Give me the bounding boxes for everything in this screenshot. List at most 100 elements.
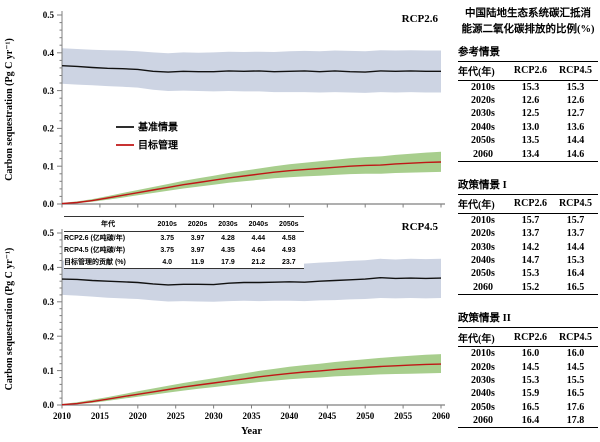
y-axis-label: Carbon sequestration (Pg C yr⁻¹) (4, 38, 15, 181)
y-tick-label: 0.5 (43, 10, 55, 20)
x-tick-label: 2010 (53, 411, 72, 421)
right-panel-title-line2: 能源二氧化碳排放的比例(%) (461, 23, 595, 35)
cell: 4.93 (281, 246, 296, 254)
table-row: 2050s 16.5 17.6 (458, 401, 598, 414)
y-tick-label: 0.5 (43, 228, 55, 238)
cell: 15.3 (521, 81, 540, 93)
y-tick-label: 0.1 (43, 366, 55, 376)
cell: 16.5 (521, 401, 540, 413)
cell: 14.5 (566, 361, 585, 373)
inset-scenario-table: 年代 2010s 2020s 2030s 2040s 2050s RCP2.6 (亿吨碳/年… (64, 216, 304, 269)
cell: 21.2 (243, 256, 274, 269)
cell: 2030s (471, 374, 495, 386)
cell: 14.4 (566, 135, 585, 147)
cell: 13.5 (521, 135, 540, 147)
cell: 2010s (471, 348, 495, 360)
table-row: 目标管理的贡献 (%) 4.0 11.9 17.9 21.2 23.7 (64, 256, 304, 269)
table-row: 2060 16.4 17.8 (458, 413, 598, 429)
column-header: 年代(年) (458, 327, 508, 347)
table-row: 2010s 15.3 15.3 (458, 80, 598, 94)
band-target (62, 354, 441, 405)
column-header: 2030s (212, 216, 244, 232)
cell: 14.4 (566, 241, 585, 253)
table-row: 2030s 14.2 14.4 (458, 241, 598, 254)
cell: 11.9 (182, 256, 213, 269)
column-header: 年代(年) (458, 60, 508, 81)
x-tick-label: 2025 (167, 411, 186, 421)
x-axis-label: Year (241, 426, 262, 437)
y-tick-label: 0.3 (43, 297, 55, 307)
x-tick-label: 2030 (205, 411, 224, 421)
band-target (62, 151, 441, 204)
cell: 15.7 (566, 214, 585, 226)
cell: RCP2.6 (亿吨碳/年) (64, 235, 126, 242)
chart-title: RCP2.6 (402, 13, 439, 25)
legend-label-baseline: 基准情景 (137, 121, 178, 134)
table-row: 2020s 14.5 14.5 (458, 360, 598, 373)
x-tick-label: 2055 (394, 411, 413, 421)
table-row: 2050s 15.3 16.4 (458, 267, 598, 280)
cell: 23.7 (273, 256, 304, 269)
cell: 3.75 (160, 234, 174, 242)
table-head: 年代(年) RCP2.6 RCP4.5 (458, 193, 598, 214)
table-row: 2040s 13.0 13.6 (458, 121, 598, 134)
cell: 4.58 (281, 234, 296, 242)
cell: 2040s (471, 121, 495, 133)
cell: 15.3 (566, 255, 585, 267)
legend-label-target: 目标管理 (138, 139, 178, 152)
cell: 目标管理的贡献 (%) (64, 256, 152, 269)
column-header: 2010s (152, 216, 183, 232)
x-tick-label: 2060 (432, 411, 451, 421)
cell: 4.44 (251, 234, 266, 242)
cell: 17.9 (212, 256, 244, 269)
table-head: 年代(年) RCP2.6 RCP4.5 (458, 327, 598, 347)
cell: 15.2 (507, 280, 553, 295)
column-header: RCP2.6 (507, 327, 553, 347)
x-tick-label: 2045 (318, 411, 337, 421)
cell: 16.5 (552, 280, 598, 295)
cell: 2020s (471, 361, 495, 373)
column-header: 年代(年) (458, 193, 508, 214)
cell: 2010s (471, 214, 495, 226)
cell: 4.64 (251, 246, 266, 254)
table-row: 2030s 15.3 15.5 (458, 374, 598, 387)
line-baseline (61, 276, 442, 286)
cell: 2020s (471, 228, 495, 240)
cell: 15.3 (521, 268, 540, 280)
column-header: 2020s (182, 216, 213, 232)
chart-rcp26: 0.0 0.1 0.2 0.3 0.4 0.5 RCP2.6 Carbon sequestra… (4, 10, 445, 209)
cell: 2050s (471, 401, 495, 413)
y-tick-label: 0.0 (43, 199, 55, 209)
cell: 15.9 (521, 388, 540, 400)
cell: 15.7 (521, 214, 540, 226)
band-baseline (62, 258, 441, 302)
cell: RCP4.5 (亿吨碳/年) (64, 247, 126, 254)
table-row: 2030s 12.5 12.7 (458, 107, 598, 120)
cell: 2060 (458, 147, 508, 162)
table-row: 2040s 14.7 15.3 (458, 254, 598, 267)
table-row: 年代(年) RCP2.6 RCP4.5 (458, 193, 598, 214)
cell: 2020s (471, 95, 495, 107)
table-body: 2010s 15.3 15.3 2020s 12.6 12.6 2030s 12.5 12.7 2… (458, 80, 598, 162)
cell: 12.6 (521, 95, 540, 107)
cell: 14.2 (521, 241, 540, 253)
scenario-table: 年代(年) RCP2.6 RCP4.5 2010s 15.3 15.3 2020s 12.6 1… (458, 60, 598, 162)
y-tick-label: 0.0 (43, 400, 55, 410)
cell: 13.6 (566, 121, 585, 133)
column-header: RCP4.5 (552, 193, 598, 214)
table-head: 年代(年) RCP2.6 RCP4.5 (458, 60, 598, 81)
table-row: 2060 13.4 14.6 (458, 147, 598, 162)
table-row: 2040s 15.9 16.5 (458, 387, 598, 400)
cell: 4.0 (152, 256, 183, 269)
scenario-tables: 参考情景 年代(年) RCP2.6 RCP4.5 2010s 15.3 15.3 2020s 1… (458, 44, 598, 429)
cell: 2060 (458, 280, 508, 295)
table-row: 2020s 12.6 12.6 (458, 94, 598, 107)
right-panel-title: 中国陆地生态系统碳汇抵消 能源二氧化碳排放的比例(%) (458, 6, 598, 38)
cell: 4.35 (221, 246, 235, 254)
cell: 13.0 (521, 121, 540, 133)
cell: 3.97 (190, 246, 205, 254)
x-tick-label: 2050 (356, 411, 375, 421)
section-heading: 参考情景 (458, 46, 500, 58)
inset-table-body: RCP2.6 (亿吨碳/年) 3.75 3.97 4.28 4.44 4.58 RCP4.5… (64, 232, 304, 269)
cell: 12.6 (566, 95, 585, 107)
